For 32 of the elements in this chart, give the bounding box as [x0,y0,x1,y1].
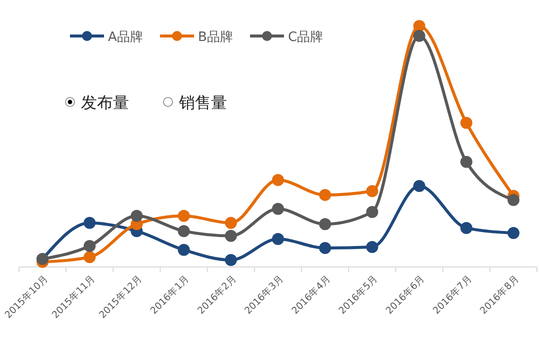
point [366,185,378,198]
point [319,242,332,254]
point [413,30,426,42]
point [84,216,96,229]
point [178,210,190,222]
point [366,240,378,253]
annotation: 发布量 [81,93,129,112]
point [460,222,472,234]
point [84,251,96,264]
point [319,188,332,201]
legend-label: A品牌 [108,30,143,45]
point [507,194,520,206]
point [130,210,143,222]
point [366,206,378,218]
point [178,225,190,238]
point [178,244,190,256]
point [413,20,426,32]
point [224,254,237,266]
point [224,230,237,242]
point [460,116,472,129]
legend-label: B品牌 [198,30,233,45]
point [413,180,426,192]
point [272,174,284,186]
point [319,218,332,230]
legend-label: C品牌 [288,30,324,45]
point [460,156,472,168]
point [272,233,284,246]
point [224,216,237,229]
point [272,202,284,215]
point [84,240,96,252]
point [507,227,520,240]
annotation: 销售量 [178,93,227,112]
